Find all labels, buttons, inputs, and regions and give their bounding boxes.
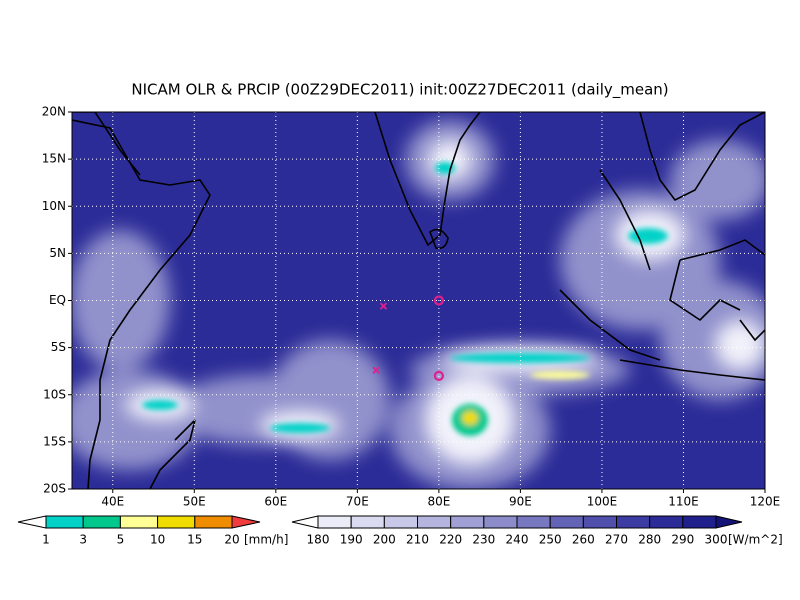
x-tick-label: 110E — [668, 495, 699, 509]
colorbar-label: 290 — [671, 533, 694, 547]
colorbar-extend-low — [17, 515, 47, 529]
map-field — [72, 112, 765, 489]
colorbar-box — [119, 515, 159, 529]
map-title: NICAM OLR & PRCIP (00Z29DEC2011) init:00… — [131, 81, 668, 100]
colorbar-label: 240 — [506, 533, 529, 547]
colorbar: 1 3 5 10 15 20 [mm/h] — [17, 515, 288, 547]
colorbar-box — [45, 515, 84, 529]
colorbar-box — [194, 515, 233, 529]
colorbar-box — [516, 515, 551, 529]
colorbars: 1 3 5 10 15 20 [mm/h] 180 190 200 210 220 230 240 250 2… — [17, 515, 783, 547]
colorbar-box — [450, 515, 485, 529]
colorbar-unit: [W/m^2] — [728, 533, 783, 547]
x-tick-label: 100E — [587, 495, 618, 509]
colorbar-box — [157, 515, 196, 529]
colorbar-box — [549, 515, 584, 529]
y-tick-label: 5S — [51, 340, 66, 354]
colorbar: 180 190 200 210 220 230 240 250 260 270 280 290 300[… — [291, 515, 783, 547]
x-tick-label: 60E — [264, 495, 287, 509]
colorbar-box — [383, 515, 419, 529]
colorbar-extend-high — [715, 515, 743, 529]
y-tick-label: 15N — [42, 152, 66, 166]
y-tick-label: 20S — [43, 482, 66, 496]
marker-circle — [433, 370, 444, 381]
colorbar-label: 220 — [439, 533, 462, 547]
colorbar-label: 250 — [539, 533, 562, 547]
marker-x — [379, 302, 388, 310]
colorbar-box — [682, 515, 717, 529]
colorbar-label: 210 — [406, 533, 429, 547]
marker-x — [372, 366, 380, 374]
y-tick-label: 10S — [43, 387, 66, 401]
axes: 40E 50E 60E 70E 80E 90E 100E 110E 120E 20N 15N 10N 5… — [42, 105, 781, 509]
colorbar-label: 200 — [373, 533, 396, 547]
colorbar-box — [350, 515, 385, 529]
colorbar-label: 1 — [42, 533, 50, 547]
colorbar-label: 230 — [472, 533, 495, 547]
colorbar-label: 10 — [150, 533, 165, 547]
y-tick-label: 20N — [42, 105, 66, 119]
colorbar-box — [483, 515, 518, 529]
markers — [372, 295, 444, 381]
colorbar-label: 190 — [340, 533, 363, 547]
x-tick-label: 50E — [183, 495, 206, 509]
colorbar-label: 5 — [117, 533, 125, 547]
marker-circle — [433, 295, 444, 306]
y-tick-label: 5N — [49, 246, 66, 260]
colorbar-box — [649, 515, 684, 529]
x-tick-label: 80E — [427, 495, 450, 509]
colorbar-box — [82, 515, 121, 529]
colorbar-extend-low — [291, 515, 319, 529]
x-tick-label: 90E — [509, 495, 532, 509]
colorbar-box — [417, 515, 452, 529]
colorbar-label: 180 — [307, 533, 330, 547]
colorbar-box — [582, 515, 617, 529]
colorbar-label: 280 — [638, 533, 661, 547]
y-tick-label: 15S — [43, 434, 66, 448]
colorbar-extend-high — [231, 515, 261, 529]
y-tick-label: 10N — [42, 199, 66, 213]
x-tick-label: 70E — [346, 495, 369, 509]
colorbar-label: 260 — [572, 533, 595, 547]
colorbar-label: 300 — [705, 533, 728, 547]
colorbar-box — [616, 515, 651, 529]
y-tick-label: EQ — [49, 293, 66, 307]
colorbar-unit: [mm/h] — [244, 533, 288, 547]
x-tick-label: 40E — [101, 495, 124, 509]
colorbar-label: 3 — [79, 533, 87, 547]
colorbar-label: 15 — [187, 533, 202, 547]
colorbar-box — [317, 515, 352, 529]
colorbar-label: 20 — [224, 533, 239, 547]
colorbar-label: 270 — [605, 533, 628, 547]
x-tick-label: 120E — [750, 495, 781, 509]
